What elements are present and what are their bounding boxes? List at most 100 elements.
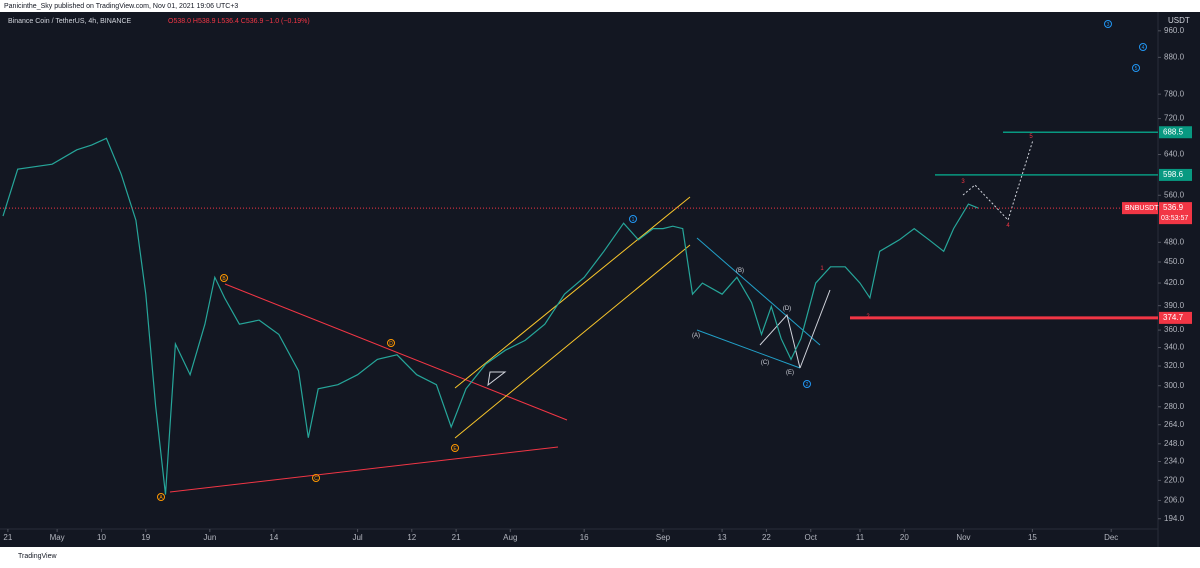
wave-label: 5 bbox=[1029, 134, 1033, 140]
y-tick-label: 248.0 bbox=[1164, 439, 1185, 448]
y-tick-label: 300.0 bbox=[1164, 381, 1185, 390]
projection bbox=[962, 139, 1034, 221]
wave-label: 1 bbox=[820, 266, 824, 272]
y-tick-label: 360.0 bbox=[1164, 325, 1185, 334]
y-tick-label: 780.0 bbox=[1164, 89, 1185, 98]
wave-label: (A) bbox=[692, 333, 700, 339]
wave-circle bbox=[312, 474, 320, 482]
y-tick-label: 234.0 bbox=[1164, 457, 1185, 466]
price-tag bbox=[1159, 202, 1192, 225]
wave-label: E bbox=[453, 446, 457, 452]
x-tick-label: 14 bbox=[269, 533, 278, 542]
x-tick-label: 19 bbox=[141, 533, 150, 542]
triangle bbox=[487, 371, 507, 387]
y-tick-label: 320.0 bbox=[1164, 361, 1185, 370]
wave-label: C bbox=[314, 476, 318, 482]
y-tick-label: 560.0 bbox=[1164, 190, 1185, 199]
footer: TradingView bbox=[18, 553, 57, 560]
y-tick-label: 194.0 bbox=[1164, 514, 1185, 523]
x-tick-label: Nov bbox=[956, 533, 970, 542]
x-tick-label: 20 bbox=[900, 533, 909, 542]
trendline bbox=[224, 283, 568, 421]
wave-label: 5 bbox=[1135, 66, 1138, 72]
wave-circle bbox=[1139, 43, 1147, 51]
level-tag bbox=[1159, 168, 1192, 181]
y-tick-label: 720.0 bbox=[1164, 114, 1185, 123]
x-tick-label: Jul bbox=[352, 533, 362, 542]
y-tick-label: 960.0 bbox=[1164, 26, 1185, 35]
wave-label: 2 bbox=[806, 382, 809, 388]
plot-background bbox=[0, 12, 1200, 547]
x-tick-label: 21 bbox=[3, 533, 12, 542]
price-label: 536.9 bbox=[1163, 203, 1184, 212]
symbol-label: BNBUSDT bbox=[1125, 205, 1159, 212]
wave-label: 1 bbox=[632, 217, 635, 223]
y-tick-label: 280.0 bbox=[1164, 402, 1185, 411]
price-line bbox=[2, 137, 979, 495]
ohlc: O538.0 H538.9 L536.4 C536.9 −1.0 (−0.19%… bbox=[168, 18, 310, 25]
level-label: 688.5 bbox=[1163, 127, 1184, 136]
y-unit: USDT bbox=[1168, 16, 1190, 25]
wave-label: (C) bbox=[761, 360, 769, 366]
wave-label: (D) bbox=[783, 306, 791, 312]
wave-circle bbox=[629, 215, 637, 223]
y-tick-label: 390.0 bbox=[1164, 301, 1185, 310]
y-tick-label: 480.0 bbox=[1164, 237, 1185, 246]
wave-circle bbox=[1104, 20, 1112, 28]
drawings bbox=[169, 139, 1034, 493]
y-tick-label: 220.0 bbox=[1164, 475, 1185, 484]
wave-label: D bbox=[389, 341, 393, 347]
wedge-line bbox=[696, 329, 801, 369]
x-tick-label: Dec bbox=[1104, 533, 1118, 542]
y-tick-label: 420.0 bbox=[1164, 278, 1185, 287]
wave-label: 4 bbox=[1142, 45, 1145, 51]
level-label: 374.7 bbox=[1163, 313, 1184, 322]
symbol-tag bbox=[1122, 202, 1158, 215]
wave-circle bbox=[157, 493, 165, 501]
x-tick-label: Oct bbox=[805, 533, 818, 542]
wave-label: B bbox=[222, 276, 226, 282]
wedge-line bbox=[696, 237, 821, 346]
channel-line bbox=[454, 196, 691, 389]
x-tick-label: 16 bbox=[580, 533, 589, 542]
x-tick-label: 11 bbox=[856, 533, 865, 542]
wave-label: A bbox=[159, 495, 163, 501]
wave-circle bbox=[451, 444, 459, 452]
wave-label: 4 bbox=[1006, 223, 1010, 229]
x-tick-label: 10 bbox=[97, 533, 106, 542]
x-tick-label: 13 bbox=[718, 533, 727, 542]
x-tick-label: 12 bbox=[407, 533, 416, 542]
chart-title: Binance Coin / TetherUS, 4h, BINANCE bbox=[8, 18, 132, 25]
wave-label: 3 bbox=[1107, 22, 1110, 28]
y-tick-label: 340.0 bbox=[1164, 343, 1185, 352]
x-tick-label: 22 bbox=[762, 533, 771, 542]
trendline bbox=[169, 446, 559, 493]
level-tag bbox=[1159, 126, 1192, 139]
channel-line bbox=[454, 244, 691, 439]
y-tick-label: 264.0 bbox=[1164, 420, 1185, 429]
x-tick-label: 15 bbox=[1028, 533, 1037, 542]
wave-label: (B) bbox=[736, 268, 744, 274]
wave-label: (E) bbox=[786, 370, 794, 376]
countdown: 03:53:57 bbox=[1161, 215, 1188, 222]
wave-label: 2 bbox=[866, 314, 870, 320]
wave-circle bbox=[1132, 64, 1140, 72]
x-tick-label: Aug bbox=[503, 533, 517, 542]
wave-circle bbox=[803, 380, 811, 388]
header: Panicinthe_Sky published on TradingView.… bbox=[4, 3, 238, 10]
wave-circle bbox=[387, 339, 395, 347]
x-tick-label: May bbox=[50, 533, 65, 542]
y-tick-label: 880.0 bbox=[1164, 52, 1185, 61]
x-tick-label: 21 bbox=[452, 533, 461, 542]
y-tick-label: 450.0 bbox=[1164, 257, 1185, 266]
level-tag bbox=[1159, 311, 1192, 324]
y-tick-label: 640.0 bbox=[1164, 150, 1185, 159]
wave-label: 3 bbox=[961, 179, 965, 185]
level-label: 598.6 bbox=[1163, 170, 1184, 179]
wave-circle bbox=[220, 274, 228, 282]
wave-arrow bbox=[799, 289, 831, 369]
x-tick-label: Sep bbox=[656, 533, 671, 542]
x-tick-label: Jun bbox=[203, 533, 216, 542]
